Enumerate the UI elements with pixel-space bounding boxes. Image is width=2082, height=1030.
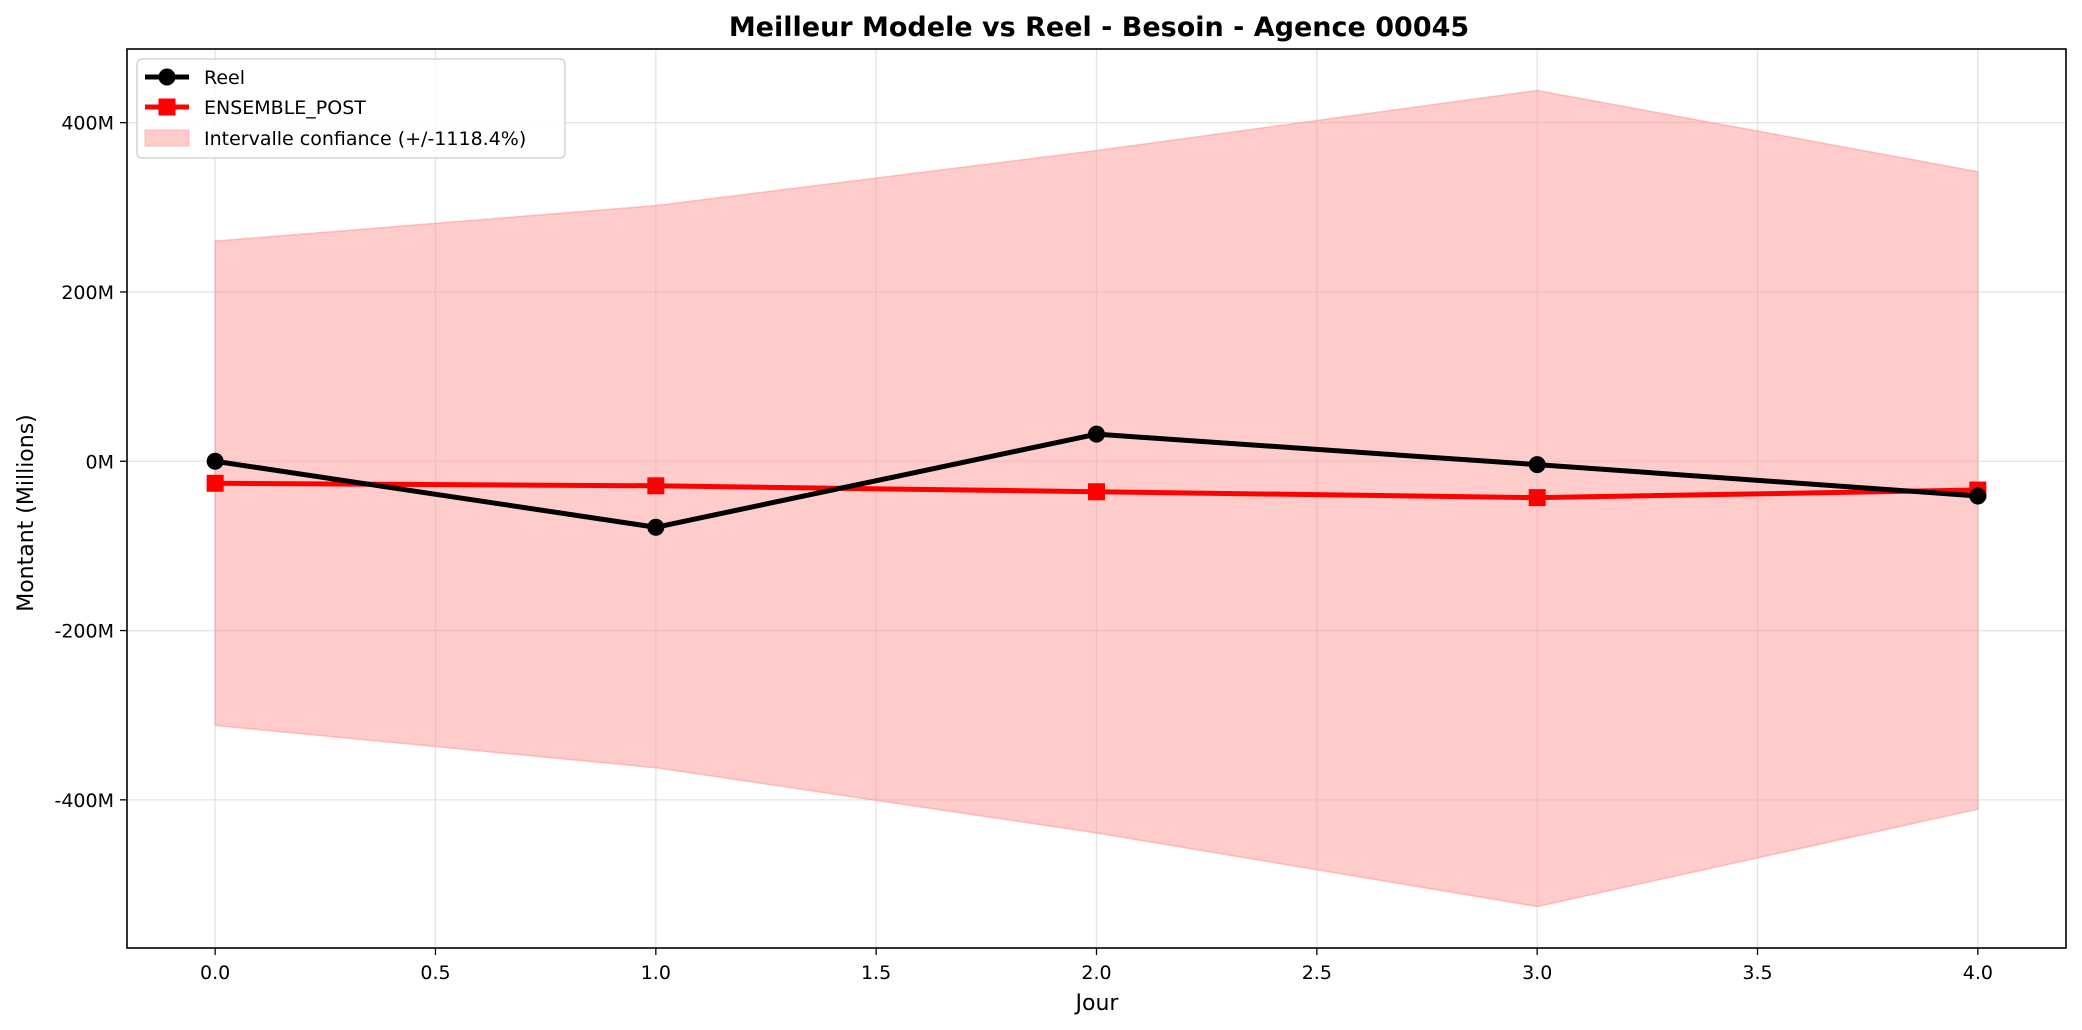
x-tick-label: 2.5: [1302, 962, 1332, 984]
data-point: [1088, 483, 1105, 501]
legend: Reel ENSEMBLE_POST Intervalle confiance (+…: [136, 58, 566, 159]
series-lines: [206, 425, 1987, 536]
legend-label-ensemble-post: ENSEMBLE_POST: [204, 97, 366, 119]
x-tick-label: 3.5: [1742, 962, 1772, 984]
data-point: [647, 518, 665, 536]
x-axis-label: Jour: [1074, 991, 1120, 1016]
data-point: [206, 474, 224, 492]
y-tick-label: 400M: [61, 113, 114, 135]
x-tick-label: 3.0: [1522, 962, 1552, 984]
data-point: [1088, 425, 1105, 443]
x-tick-label: 0.0: [200, 962, 230, 984]
x-tick-label: 2.0: [1081, 962, 1111, 984]
axis-ticks: 0.0 0.5 1.0 1.5 2.0 2.5 3.0 3.5 4.0 400M 200M 0M -20…: [54, 113, 1992, 984]
legend-marker-reel: [158, 68, 176, 86]
x-tick-label: 1.0: [641, 962, 671, 984]
x-tick-label: 4.0: [1963, 962, 1993, 984]
series-reel: [206, 425, 1987, 536]
data-point: [1969, 487, 1987, 505]
legend-label-reel: Reel: [204, 67, 245, 89]
y-tick-label: 200M: [61, 282, 114, 304]
y-tick-label: -400M: [54, 790, 114, 812]
legend-box: [136, 58, 566, 159]
x-tick-label: 0.5: [420, 962, 450, 984]
data-point: [1528, 489, 1546, 507]
legend-label-band: Intervalle confiance (+/-1118.4%): [204, 128, 526, 150]
y-axis-label: Montant (Millions): [14, 414, 39, 612]
y-tick-label: -200M: [54, 621, 114, 643]
data-point: [647, 477, 665, 495]
chart-title: Meilleur Modele vs Reel - Besoin - Agenc…: [729, 12, 1469, 43]
data-point: [206, 452, 224, 470]
x-tick-label: 1.5: [861, 962, 891, 984]
y-tick-label: 0M: [86, 451, 114, 473]
legend-marker-ensemble-post: [158, 98, 176, 116]
data-point: [1528, 456, 1546, 474]
legend-swatch-band: [144, 129, 190, 147]
